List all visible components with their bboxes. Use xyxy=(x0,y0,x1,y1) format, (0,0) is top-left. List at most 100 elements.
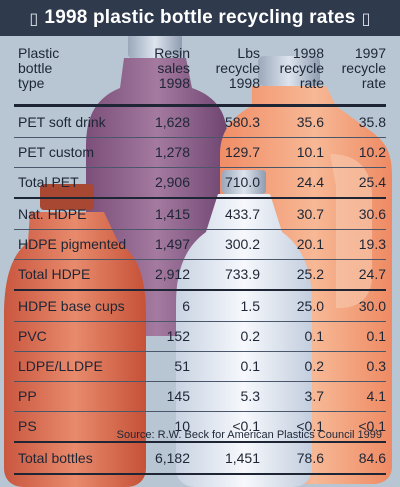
cell-type: PET soft drink xyxy=(18,114,106,130)
page-title: 1998 plastic bottle recycling rates xyxy=(44,7,356,28)
cell-resin-sales: 145 xyxy=(166,388,190,404)
cell-rate-1997: 25.4 xyxy=(358,174,386,190)
cell-type: Total HDPE xyxy=(18,266,91,282)
cell-lbs-recycled: 733.9 xyxy=(224,266,260,282)
row-divider xyxy=(14,137,386,138)
title-bar: ▯ 1998 plastic bottle recycling rates ▯ xyxy=(0,0,400,36)
cell-lbs-recycled: 0.2 xyxy=(240,328,260,344)
cell-type: PS xyxy=(18,418,37,434)
cell-type: Total PET xyxy=(18,174,79,190)
cell-resin-sales: 1,415 xyxy=(154,206,190,222)
cell-lbs-recycled: 433.7 xyxy=(224,206,260,222)
cell-resin-sales: 1,278 xyxy=(154,144,190,160)
row-divider xyxy=(14,167,386,168)
cell-rate-1998: 35.6 xyxy=(296,114,324,130)
cell-rate-1997: 10.2 xyxy=(358,144,386,160)
table-row: HDPE pigmented 1,497 300.2 20.1 19.3 xyxy=(0,229,400,259)
cell-resin-sales: 2,906 xyxy=(154,174,190,190)
cell-rate-1997: 0.1 xyxy=(366,328,386,344)
cell-rate-1997: 30.0 xyxy=(358,298,386,314)
source-note: Source: R.W. Beck for American Plastics … xyxy=(116,429,382,441)
title-right-mark: ▯ xyxy=(361,8,371,28)
cell-resin-sales: 6 xyxy=(182,298,190,314)
cell-lbs-recycled: 129.7 xyxy=(224,144,260,160)
cell-lbs-recycled: 1.5 xyxy=(240,298,260,314)
cell-lbs-recycled: 5.3 xyxy=(240,388,260,404)
cell-rate-1998: 0.1 xyxy=(304,328,324,344)
cell-rate-1998: <0.1 xyxy=(296,418,324,434)
white-bottle-shape xyxy=(176,170,312,487)
table-row: Total bottles 6,182 1,451 78.6 84.6 xyxy=(0,443,400,473)
cell-resin-sales: 10 xyxy=(174,418,190,434)
header-rule xyxy=(14,104,386,107)
table-row: PVC 152 0.2 0.1 0.1 xyxy=(0,321,400,351)
header-plastic-bottle-type: Plastic bottle type xyxy=(18,45,60,91)
group-rule xyxy=(14,441,386,443)
cell-rate-1997: 30.6 xyxy=(358,206,386,222)
table-row: PET soft drink 1,628 580.3 35.6 35.8 xyxy=(0,107,400,137)
table-row: PP 145 5.3 3.7 4.1 xyxy=(0,381,400,411)
cell-resin-sales: 1,628 xyxy=(154,114,190,130)
cell-lbs-recycled: <0.1 xyxy=(232,418,260,434)
row-divider xyxy=(14,229,386,230)
cell-rate-1998: 20.1 xyxy=(296,236,324,252)
cell-rate-1997: <0.1 xyxy=(358,418,386,434)
bottle-illustration xyxy=(0,36,400,487)
cell-rate-1997: 84.6 xyxy=(358,450,386,466)
cell-type: LDPE/LLDPE xyxy=(18,358,103,374)
table-bottom-rule xyxy=(14,473,386,475)
cell-rate-1998: 25.0 xyxy=(296,298,324,314)
cell-type: PET custom xyxy=(18,144,94,160)
table-row: Nat. HDPE 1,415 433.7 30.7 30.6 xyxy=(0,199,400,229)
table-header: Plastic bottle type Resin sales 1998 Lbs… xyxy=(0,46,400,104)
cell-rate-1997: 24.7 xyxy=(358,266,386,282)
header-1998-recycle-rate: 1998 recycle rate xyxy=(279,45,324,91)
cell-lbs-recycled: 580.3 xyxy=(224,114,260,130)
cell-type: HDPE pigmented xyxy=(18,236,127,252)
table-row: Total HDPE 2,912 733.9 25.2 24.7 xyxy=(0,259,400,289)
header-resin-sales-1998: Resin sales 1998 xyxy=(154,45,190,91)
cell-lbs-recycled: 0.1 xyxy=(240,358,260,374)
table-row: PET custom 1,278 129.7 10.1 10.2 xyxy=(0,137,400,167)
cell-type: PP xyxy=(18,388,37,404)
cell-rate-1997: 0.3 xyxy=(366,358,386,374)
cell-rate-1997: 35.8 xyxy=(358,114,386,130)
cell-rate-1998: 0.2 xyxy=(304,358,324,374)
cell-lbs-recycled: 710.0 xyxy=(224,174,260,190)
cell-rate-1998: 30.7 xyxy=(296,206,324,222)
title-left-mark: ▯ xyxy=(29,8,39,28)
table-row: PS 10 <0.1 <0.1 <0.1 xyxy=(0,411,400,441)
header-1997-recycle-rate: 1997 recycle rate xyxy=(341,45,386,91)
cell-rate-1998: 25.2 xyxy=(296,266,324,282)
cell-rate-1998: 78.6 xyxy=(296,450,324,466)
row-divider xyxy=(14,321,386,322)
cell-type: PVC xyxy=(18,328,47,344)
row-divider xyxy=(14,351,386,352)
cell-type: HDPE base cups xyxy=(18,298,125,314)
cell-resin-sales: 51 xyxy=(174,358,190,374)
cell-rate-1998: 24.4 xyxy=(296,174,324,190)
table-row: HDPE base cups 6 1.5 25.0 30.0 xyxy=(0,291,400,321)
cell-resin-sales: 2,912 xyxy=(154,266,190,282)
cell-type: Nat. HDPE xyxy=(18,206,87,222)
cell-resin-sales: 1,497 xyxy=(154,236,190,252)
cell-lbs-recycled: 1,451 xyxy=(224,450,260,466)
cell-rate-1997: 4.1 xyxy=(366,388,386,404)
table-row: Total PET 2,906 710.0 24.4 25.4 xyxy=(0,167,400,197)
cell-type: Total bottles xyxy=(18,450,93,466)
row-divider xyxy=(14,259,386,260)
cell-rate-1997: 19.3 xyxy=(358,236,386,252)
red-bottle-shape xyxy=(4,184,146,487)
header-lbs-recycle-1998: Lbs recycle 1998 xyxy=(215,45,260,91)
cell-rate-1998: 10.1 xyxy=(296,144,324,160)
cell-resin-sales: 6,182 xyxy=(154,450,190,466)
row-divider xyxy=(14,411,386,412)
row-divider xyxy=(14,381,386,382)
cell-rate-1998: 3.7 xyxy=(304,388,324,404)
cell-resin-sales: 152 xyxy=(166,328,190,344)
table-row: LDPE/LLDPE 51 0.1 0.2 0.3 xyxy=(0,351,400,381)
group-rule xyxy=(14,197,386,199)
cell-lbs-recycled: 300.2 xyxy=(224,236,260,252)
group-rule xyxy=(14,289,386,291)
